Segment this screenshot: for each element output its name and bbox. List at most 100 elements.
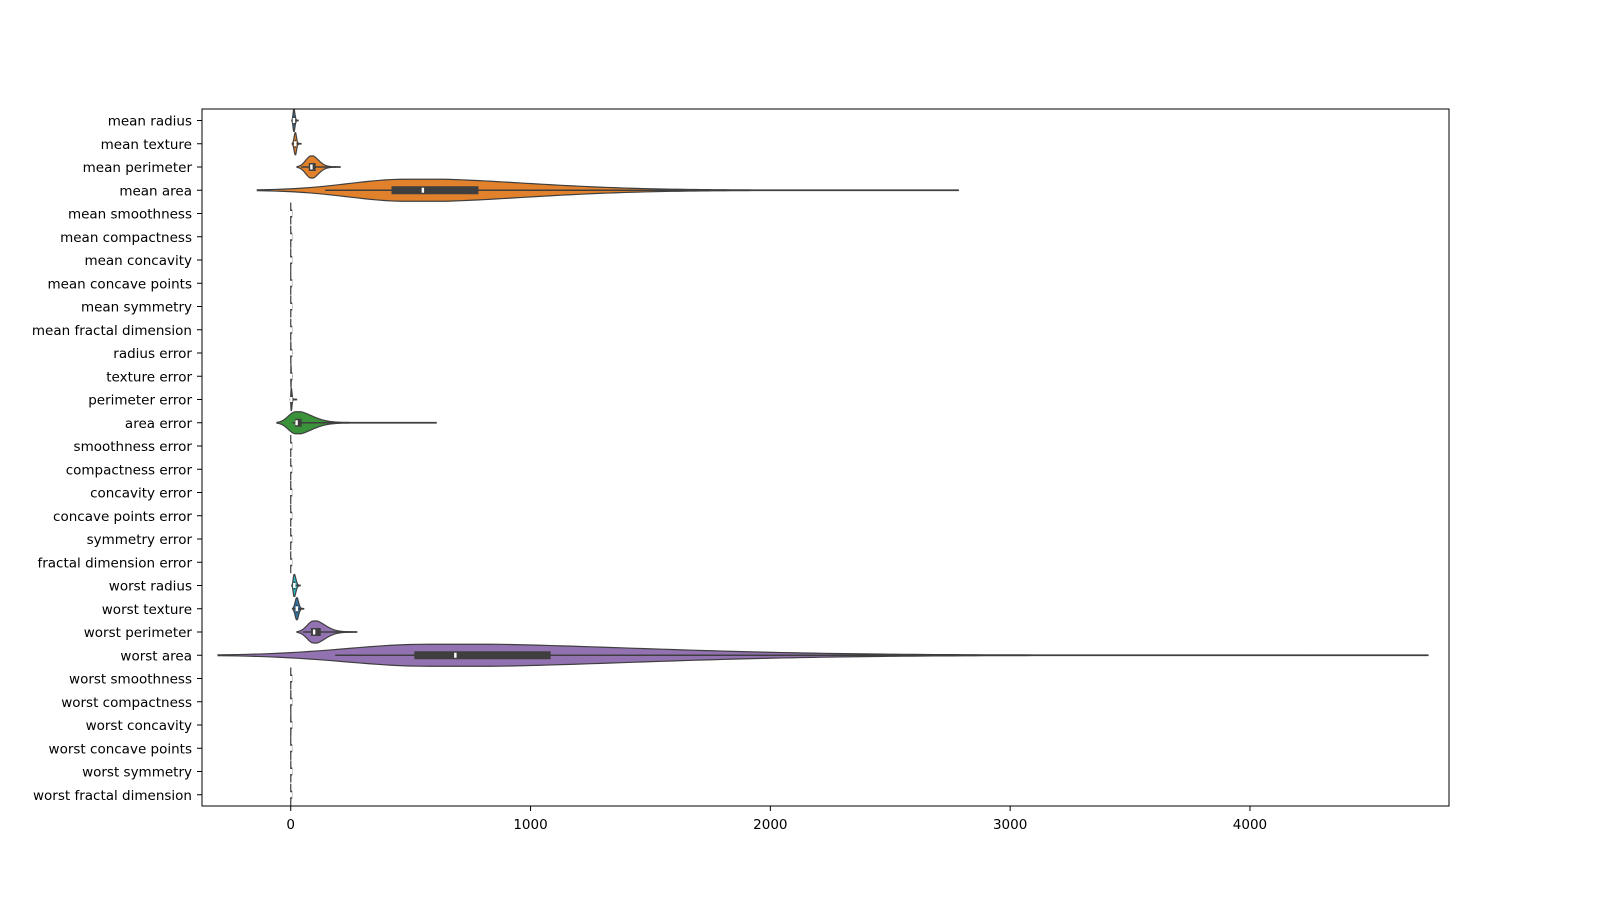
y-tick-label: smoothness error [74,439,193,455]
violin-worst-concave-points [289,736,293,760]
violin-worst-smoothness [289,667,293,690]
y-tick-label: worst smoothness [69,672,192,688]
y-tick-label: mean concavity [84,253,192,269]
violin-median [292,118,296,123]
violin-concavity-error [289,480,293,505]
y-tick-label: mean texture [101,137,192,153]
y-tick-label: perimeter error [88,393,192,409]
violin-fractal-dimension-error [289,551,293,574]
y-axis: mean radius mean texture mean perimeter mea… [32,114,202,804]
y-tick-label: worst symmetry [82,765,192,781]
violin-mean-perimeter [296,155,341,179]
violin-median [289,304,292,309]
violin-symmetry-error [289,528,293,550]
violin-worst-radius [291,573,301,598]
y-tick-label: worst area [120,648,192,664]
violin-median [289,327,292,333]
violin-median [310,164,313,170]
y-tick-label: worst radius [109,579,192,595]
violin-mean-fractal-dimension [289,318,293,341]
x-axis: 0 1000 2000 3000 4000 [286,806,1267,833]
violin-compactness-error [289,458,293,481]
violin-median [454,652,457,658]
violin-median [289,211,292,216]
violin-median [421,187,425,193]
violin-median [289,466,292,472]
x-tick-label: 3000 [993,817,1027,833]
y-tick-label: mean fractal dimension [32,323,192,339]
x-tick-label: 0 [286,817,295,833]
violin-median [290,397,293,402]
violin-iqr-box [295,418,302,427]
violin-median [289,257,292,263]
violin-worst-area [217,643,1429,667]
violin-mean-symmetry [289,295,293,318]
y-tick-label: mean compactness [60,230,192,246]
violin-median [289,792,292,798]
violin-texture-error [289,364,293,388]
plot-frame [201,108,1450,807]
violin-iqr-box [310,628,321,636]
violin-median [289,745,292,751]
violin-mean-concave-points [289,271,293,295]
violin-median [289,373,293,379]
y-tick-label: fractal dimension error [37,555,192,571]
y-tick-label: worst texture [102,602,192,618]
y-tick-label: worst concave points [49,741,192,757]
violin-mean-smoothness [289,202,293,225]
y-tick-label: worst compactness [61,695,192,711]
violin-median [289,769,292,774]
violin-perimeter-error [289,387,298,412]
violin-median [289,513,292,519]
y-tick-label: mean radius [108,114,192,130]
y-tick-label: mean area [119,183,192,199]
violin-median [289,722,292,728]
y-tick-label: mean smoothness [68,207,192,223]
violin-median [289,280,292,286]
y-tick-label: area error [125,416,193,432]
violin-median [289,350,293,356]
violin-worst-texture [291,597,305,621]
violin-median [289,234,292,240]
violin-median [289,699,292,705]
violin-area-error [276,411,437,435]
y-tick-label: worst concavity [86,718,192,734]
y-tick-label: concavity error [90,486,192,502]
violin-median [295,420,298,426]
violin-iqr-box [391,186,479,195]
y-tick-label: symmetry error [87,532,193,548]
violin-median [289,536,292,542]
violin-worst-compactness [289,690,293,714]
violin-median [289,490,292,495]
violin-worst-perimeter [296,620,358,644]
violin-mean-texture [291,132,302,156]
y-tick-label: concave points error [53,509,192,525]
x-tick-label: 4000 [1233,817,1267,833]
violin-smoothness-error [289,435,293,457]
y-tick-label: radius error [113,346,192,362]
violin-worst-symmetry [289,760,293,783]
violin-radius-error [289,341,293,365]
y-tick-label: texture error [106,369,192,385]
y-tick-label: worst fractal dimension [33,788,192,804]
violin-concave-points-error [289,504,293,527]
violin-median [294,141,297,147]
violin-worst-fractal-dimension [289,783,293,806]
violin-median [289,559,292,565]
violin-median [293,583,296,588]
violin-layer [217,108,1429,806]
violin-median [295,606,299,612]
x-tick-label: 1000 [513,817,547,833]
violin-worst-concavity [289,713,293,737]
y-tick-label: compactness error [66,462,193,478]
x-tick-label: 2000 [753,817,787,833]
violin-iqr-box [414,651,551,660]
violin-mean-concavity [289,248,293,272]
violin-median [289,676,292,681]
y-tick-label: worst perimeter [84,625,193,641]
y-tick-label: mean symmetry [81,300,192,316]
y-tick-label: mean concave points [47,276,192,292]
violin-median [289,443,292,449]
